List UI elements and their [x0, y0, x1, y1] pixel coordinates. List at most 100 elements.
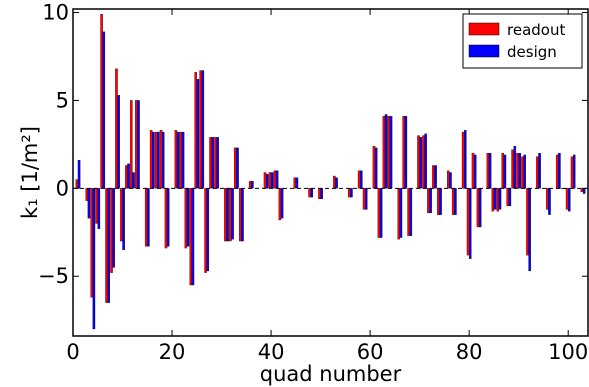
plot-frame — [72, 8, 589, 337]
bar-readout-26 — [199, 70, 202, 189]
bar-readout-12 — [130, 100, 133, 189]
bar-readout-1 — [75, 179, 79, 189]
x-axis-label: quad number — [260, 362, 402, 386]
bar-design-94 — [538, 153, 541, 189]
bar-design-12 — [132, 172, 135, 189]
bar-design-15 — [147, 188, 150, 247]
bar-design-9 — [117, 95, 120, 189]
bar-design-6 — [102, 31, 106, 189]
bar-design-92 — [528, 188, 531, 272]
y-tick-label: 0 — [56, 176, 69, 200]
bar-readout-28 — [209, 137, 212, 189]
bar-design-88 — [508, 188, 512, 207]
bar-design-29 — [216, 137, 219, 189]
bar-design-17 — [157, 131, 160, 189]
bar-readout-80 — [466, 188, 470, 256]
bar-design-3 — [87, 188, 91, 219]
bar-design-45 — [295, 177, 299, 189]
bar-readout-32 — [229, 188, 232, 242]
bar-readout-59 — [362, 188, 366, 210]
bar-design-59 — [365, 188, 368, 210]
bar-design-40 — [270, 172, 274, 189]
bar-readout-74 — [437, 188, 440, 215]
x-tick-label: 100 — [548, 340, 588, 364]
bar-readout-3 — [85, 188, 89, 201]
bar-design-1 — [77, 160, 81, 189]
bar-readout-99 — [560, 188, 564, 190]
x-tick-label: 20 — [159, 340, 186, 364]
bar-design-33 — [236, 147, 239, 189]
bar-design-5 — [97, 188, 101, 229]
bar-design-22 — [181, 131, 185, 189]
bar-readout-84 — [486, 153, 490, 189]
bar-design-48 — [310, 188, 314, 198]
bar-design-34 — [241, 188, 244, 242]
x-tick-label: 60 — [357, 340, 384, 364]
bar-design-56 — [350, 188, 353, 198]
bar-readout-73 — [432, 165, 435, 189]
bar-design-36 — [251, 181, 254, 189]
bar-design-76 — [449, 172, 452, 189]
bar-design-18 — [161, 131, 165, 189]
bar-readout-31 — [224, 188, 227, 242]
legend-label-design: design — [507, 43, 557, 61]
bar-readout-76 — [446, 170, 450, 189]
bar-readout-10 — [120, 188, 123, 242]
legend-swatch-design — [468, 44, 500, 58]
bar-readout-45 — [293, 177, 296, 189]
x-tick-label: 80 — [456, 340, 483, 364]
bar-readout-82 — [476, 188, 480, 228]
bar-readout-53 — [333, 175, 336, 189]
bar-readout-98 — [555, 154, 559, 189]
y-axis-ticks: −5 0 5 10 — [38, 1, 588, 288]
bar-design-70 — [419, 137, 422, 189]
bar-readout-87 — [501, 153, 504, 189]
bar-design-81 — [473, 154, 477, 189]
y-axis-label: k₁ [1/m²] — [18, 126, 42, 219]
bar-readout-18 — [159, 130, 163, 189]
bar-readout-39 — [263, 172, 267, 189]
bar-design-4 — [92, 188, 96, 330]
y-tick-label: 5 — [56, 88, 69, 112]
bar-design-28 — [211, 137, 214, 189]
bar-readout-13 — [135, 100, 138, 189]
bar-design-79 — [464, 130, 467, 189]
bar-design-16 — [152, 131, 155, 189]
bar-readout-85 — [491, 188, 495, 212]
bar-design-21 — [176, 131, 180, 189]
bar-readout-100 — [565, 188, 569, 210]
bar-design-101 — [572, 154, 576, 189]
bar-readout-70 — [417, 135, 420, 189]
bar-design-25 — [196, 79, 200, 189]
bar-readout-6 — [100, 14, 103, 189]
bar-readout-61 — [372, 145, 376, 189]
bar-readout-22 — [179, 131, 183, 189]
bar-design-50 — [320, 188, 323, 200]
bar-readout-42 — [278, 188, 282, 221]
bar-readout-17 — [154, 131, 158, 189]
bar-readout-71 — [422, 135, 425, 189]
legend-label-readout: readout — [507, 21, 565, 39]
bar-readout-103 — [580, 188, 584, 192]
bar-readout-63 — [382, 116, 386, 189]
bar-design-32 — [231, 188, 234, 240]
bar-design-11 — [127, 163, 130, 189]
bar-design-41 — [275, 170, 279, 189]
bar-readout-58 — [357, 170, 361, 189]
bar-design-24 — [191, 188, 195, 286]
bar-readout-67 — [402, 116, 405, 189]
bar-readout-16 — [149, 130, 153, 189]
bar-readout-5 — [95, 188, 98, 224]
bar-design-77 — [454, 188, 457, 215]
bar-design-26 — [201, 70, 205, 189]
bar-design-90 — [518, 153, 522, 189]
bar-design-80 — [468, 188, 472, 259]
bar-design-84 — [488, 153, 492, 189]
bar-design-63 — [384, 114, 388, 189]
bar-readout-62 — [377, 188, 381, 238]
bar-readout-9 — [115, 68, 118, 189]
bar-design-62 — [379, 188, 383, 238]
bar-design-74 — [439, 188, 442, 215]
bar-readout-19 — [164, 188, 168, 249]
bar-design-89 — [513, 145, 517, 189]
